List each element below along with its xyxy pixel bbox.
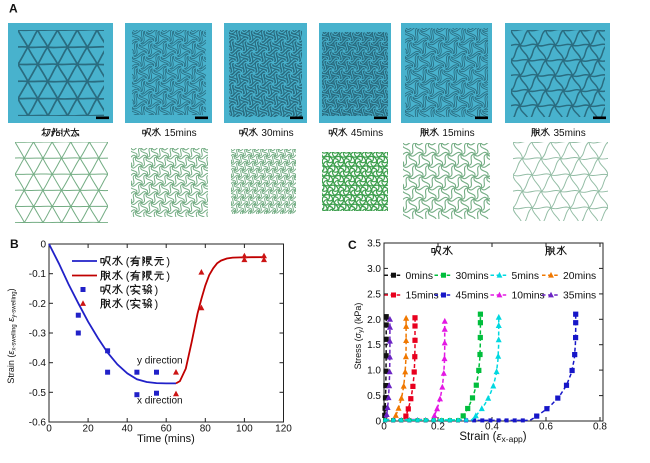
svg-text:0.4: 0.4 [485,422,499,433]
svg-text:2.0: 2.0 [367,315,381,326]
svg-text:45mins: 45mins [351,128,383,139]
svg-text:(: ( [126,270,130,282]
svg-text:3.0: 3.0 [367,264,381,275]
svg-text:y direction: y direction [137,356,183,367]
svg-text:100: 100 [236,424,253,435]
svg-text:45mins: 45mins [456,291,489,302]
svg-text:30mins: 30mins [456,271,489,282]
svg-text:60: 60 [161,424,173,435]
svg-text:15mins: 15mins [406,291,439,302]
svg-text:0.2: 0.2 [431,422,445,433]
svg-text:): ) [166,256,170,268]
svg-text:0: 0 [46,424,52,435]
svg-text:Strain (εx-app): Strain (εx-app) [459,431,526,444]
svg-text:(: ( [126,298,130,310]
svg-text:20: 20 [83,424,95,435]
svg-text:-0.4: -0.4 [29,358,47,369]
svg-text:B: B [10,237,19,251]
svg-text:0.6: 0.6 [539,422,553,433]
svg-text:2.5: 2.5 [367,289,381,300]
svg-text:35mins: 35mins [554,128,586,139]
svg-text:Stress (σy) (kPa): Stress (σy) (kPa) [353,303,365,370]
svg-text:(: ( [126,284,130,296]
svg-text:A: A [9,2,18,16]
svg-text:1.0: 1.0 [367,366,381,377]
svg-text:10mins: 10mins [512,291,545,302]
svg-text:0mins: 0mins [406,271,433,282]
svg-text:35mins: 35mins [563,291,596,302]
svg-text:-0.5: -0.5 [29,388,47,399]
svg-text:0.8: 0.8 [593,422,607,433]
svg-text:-0.1: -0.1 [29,269,47,280]
svg-text:40: 40 [122,424,134,435]
svg-text:20mins: 20mins [563,271,596,282]
svg-text:3.5: 3.5 [367,239,381,250]
svg-text:0: 0 [381,422,387,433]
svg-text:15mins: 15mins [164,128,196,139]
svg-text:5mins: 5mins [512,271,539,282]
svg-text:0: 0 [375,417,381,428]
svg-text:120: 120 [275,424,292,435]
svg-text:-0.6: -0.6 [29,418,47,429]
svg-text:15mins: 15mins [442,128,474,139]
svg-text:Time (mins): Time (mins) [137,433,195,445]
svg-text:): ) [155,298,159,310]
svg-text:1.5: 1.5 [367,340,381,351]
svg-text:x direction: x direction [137,396,183,407]
svg-text:): ) [155,284,159,296]
svg-text:(: ( [126,256,130,268]
svg-text:Strain (εx-swelling εy-swellin: Strain (εx-swelling εy-swelling) [6,288,18,383]
svg-text:0: 0 [40,240,46,251]
svg-text:): ) [166,270,170,282]
svg-text:80: 80 [200,424,212,435]
svg-text:0.5: 0.5 [367,391,381,402]
svg-text:30mins: 30mins [261,128,293,139]
svg-text:C: C [348,238,357,252]
svg-text:-0.3: -0.3 [29,329,47,340]
svg-text:-0.2: -0.2 [29,299,47,310]
